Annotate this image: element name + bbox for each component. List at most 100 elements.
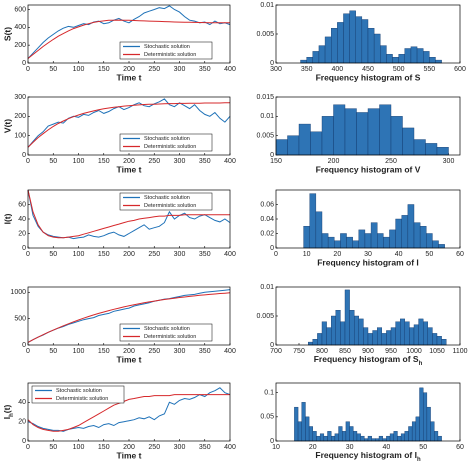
x-tick-label: 10 bbox=[272, 444, 280, 451]
axes-box bbox=[27, 382, 231, 442]
x-tick-label: 900 bbox=[362, 348, 374, 355]
legend-label: Deterministic solution bbox=[144, 203, 196, 209]
bar bbox=[331, 28, 338, 64]
bar bbox=[331, 435, 336, 442]
bar bbox=[298, 123, 311, 156]
bar bbox=[334, 240, 341, 249]
bar bbox=[409, 327, 415, 346]
bar bbox=[436, 336, 442, 346]
x-tick-label: 1100 bbox=[452, 348, 467, 355]
bar bbox=[379, 104, 392, 156]
bar bbox=[367, 108, 380, 156]
y-axis-label-sub: h bbox=[9, 413, 15, 417]
bar bbox=[430, 421, 435, 442]
y-tick-label: 20 bbox=[18, 230, 26, 237]
bar bbox=[345, 421, 350, 442]
plot-area bbox=[27, 289, 231, 343]
bar bbox=[395, 218, 402, 249]
bar bbox=[386, 435, 391, 442]
x-axis-label-sub: h bbox=[419, 361, 423, 367]
bar bbox=[344, 108, 357, 156]
plot-area bbox=[27, 98, 231, 148]
bar bbox=[419, 387, 424, 442]
bar bbox=[344, 289, 350, 346]
bar bbox=[404, 321, 410, 346]
y-tick-label: 0 bbox=[22, 245, 26, 252]
x-axis-label: Time t bbox=[117, 450, 142, 460]
bar bbox=[338, 426, 343, 442]
axes-box bbox=[275, 286, 461, 346]
bar bbox=[386, 54, 393, 64]
y-tick-label: 0 bbox=[22, 342, 26, 349]
bar bbox=[361, 19, 369, 64]
bar bbox=[423, 321, 429, 346]
bar bbox=[334, 433, 339, 442]
bar bbox=[367, 333, 373, 346]
series-line bbox=[27, 102, 230, 148]
x-tick-label: 150 bbox=[270, 158, 282, 165]
legend-label: Deterministic solution bbox=[144, 334, 196, 340]
x-tick-label: 400 bbox=[224, 444, 236, 451]
bar bbox=[360, 435, 365, 442]
x-tick-label: 150 bbox=[98, 66, 110, 73]
bar bbox=[395, 321, 401, 346]
x-tick-label: 40 bbox=[383, 444, 391, 451]
x-tick-label: 100 bbox=[73, 444, 85, 451]
x-tick-label: 350 bbox=[301, 66, 313, 73]
x-tick-label: 300 bbox=[174, 158, 186, 165]
y-axis-label-text: I bbox=[2, 417, 12, 419]
bar bbox=[364, 233, 372, 249]
y-tick-label: 0.06 bbox=[260, 201, 274, 208]
bar bbox=[356, 112, 369, 156]
x-tick-label: 50 bbox=[425, 251, 433, 258]
x-axis-label: Frequency histogram of V bbox=[316, 164, 421, 174]
x-axis-label: Time t bbox=[117, 72, 142, 82]
bar bbox=[308, 341, 314, 346]
bar bbox=[305, 416, 310, 442]
y-tick-label: 0 bbox=[22, 152, 26, 159]
x-tick-label: 250 bbox=[148, 444, 160, 451]
y-tick-label: 0 bbox=[270, 342, 274, 349]
legend-label: Deterministic solution bbox=[56, 396, 108, 402]
x-tick-label: 400 bbox=[224, 348, 236, 355]
bar bbox=[423, 51, 430, 64]
y-axis-label: Ih(t) bbox=[2, 405, 14, 420]
y-tick-label: 40 bbox=[18, 399, 26, 406]
y-tick-label: 40 bbox=[18, 216, 26, 223]
x-tick-label: 0 bbox=[26, 158, 30, 165]
bar bbox=[418, 318, 424, 346]
bar bbox=[300, 59, 307, 64]
x-axis-label-sub: h bbox=[417, 457, 421, 463]
bar bbox=[294, 406, 299, 442]
y-tick-label: 0.1 bbox=[264, 390, 274, 397]
plot-area bbox=[27, 189, 231, 240]
plot-area bbox=[27, 5, 231, 59]
bar bbox=[327, 236, 335, 249]
y-tick-label: 0.015 bbox=[256, 94, 274, 101]
x-axis-label-text: Frequency histogram of I bbox=[315, 450, 417, 460]
legend-label: Stochastic solution bbox=[144, 44, 190, 50]
bar bbox=[275, 139, 288, 156]
x-tick-label: 20 bbox=[309, 444, 317, 451]
y-tick-label: 500 bbox=[14, 315, 26, 322]
bar bbox=[402, 127, 415, 156]
x-tick-label: 150 bbox=[98, 158, 110, 165]
bar bbox=[321, 233, 329, 249]
y-axis-label-rest: (t) bbox=[2, 405, 12, 414]
bar bbox=[426, 406, 431, 442]
bar bbox=[340, 233, 347, 249]
legend-box bbox=[31, 385, 125, 404]
x-tick-label: 550 bbox=[423, 66, 435, 73]
x-tick-label: 100 bbox=[73, 158, 85, 165]
series-line bbox=[27, 292, 231, 343]
x-tick-label: 950 bbox=[385, 348, 397, 355]
bar bbox=[435, 59, 442, 64]
bar bbox=[317, 333, 323, 346]
bar bbox=[367, 435, 372, 442]
bar bbox=[404, 48, 412, 64]
series-line bbox=[27, 98, 231, 148]
x-tick-label: 250 bbox=[148, 251, 160, 258]
bar bbox=[419, 226, 427, 249]
bar bbox=[324, 36, 332, 64]
bar bbox=[400, 318, 406, 346]
